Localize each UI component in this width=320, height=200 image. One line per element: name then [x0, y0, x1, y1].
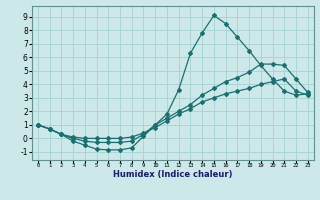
X-axis label: Humidex (Indice chaleur): Humidex (Indice chaleur): [113, 170, 233, 179]
